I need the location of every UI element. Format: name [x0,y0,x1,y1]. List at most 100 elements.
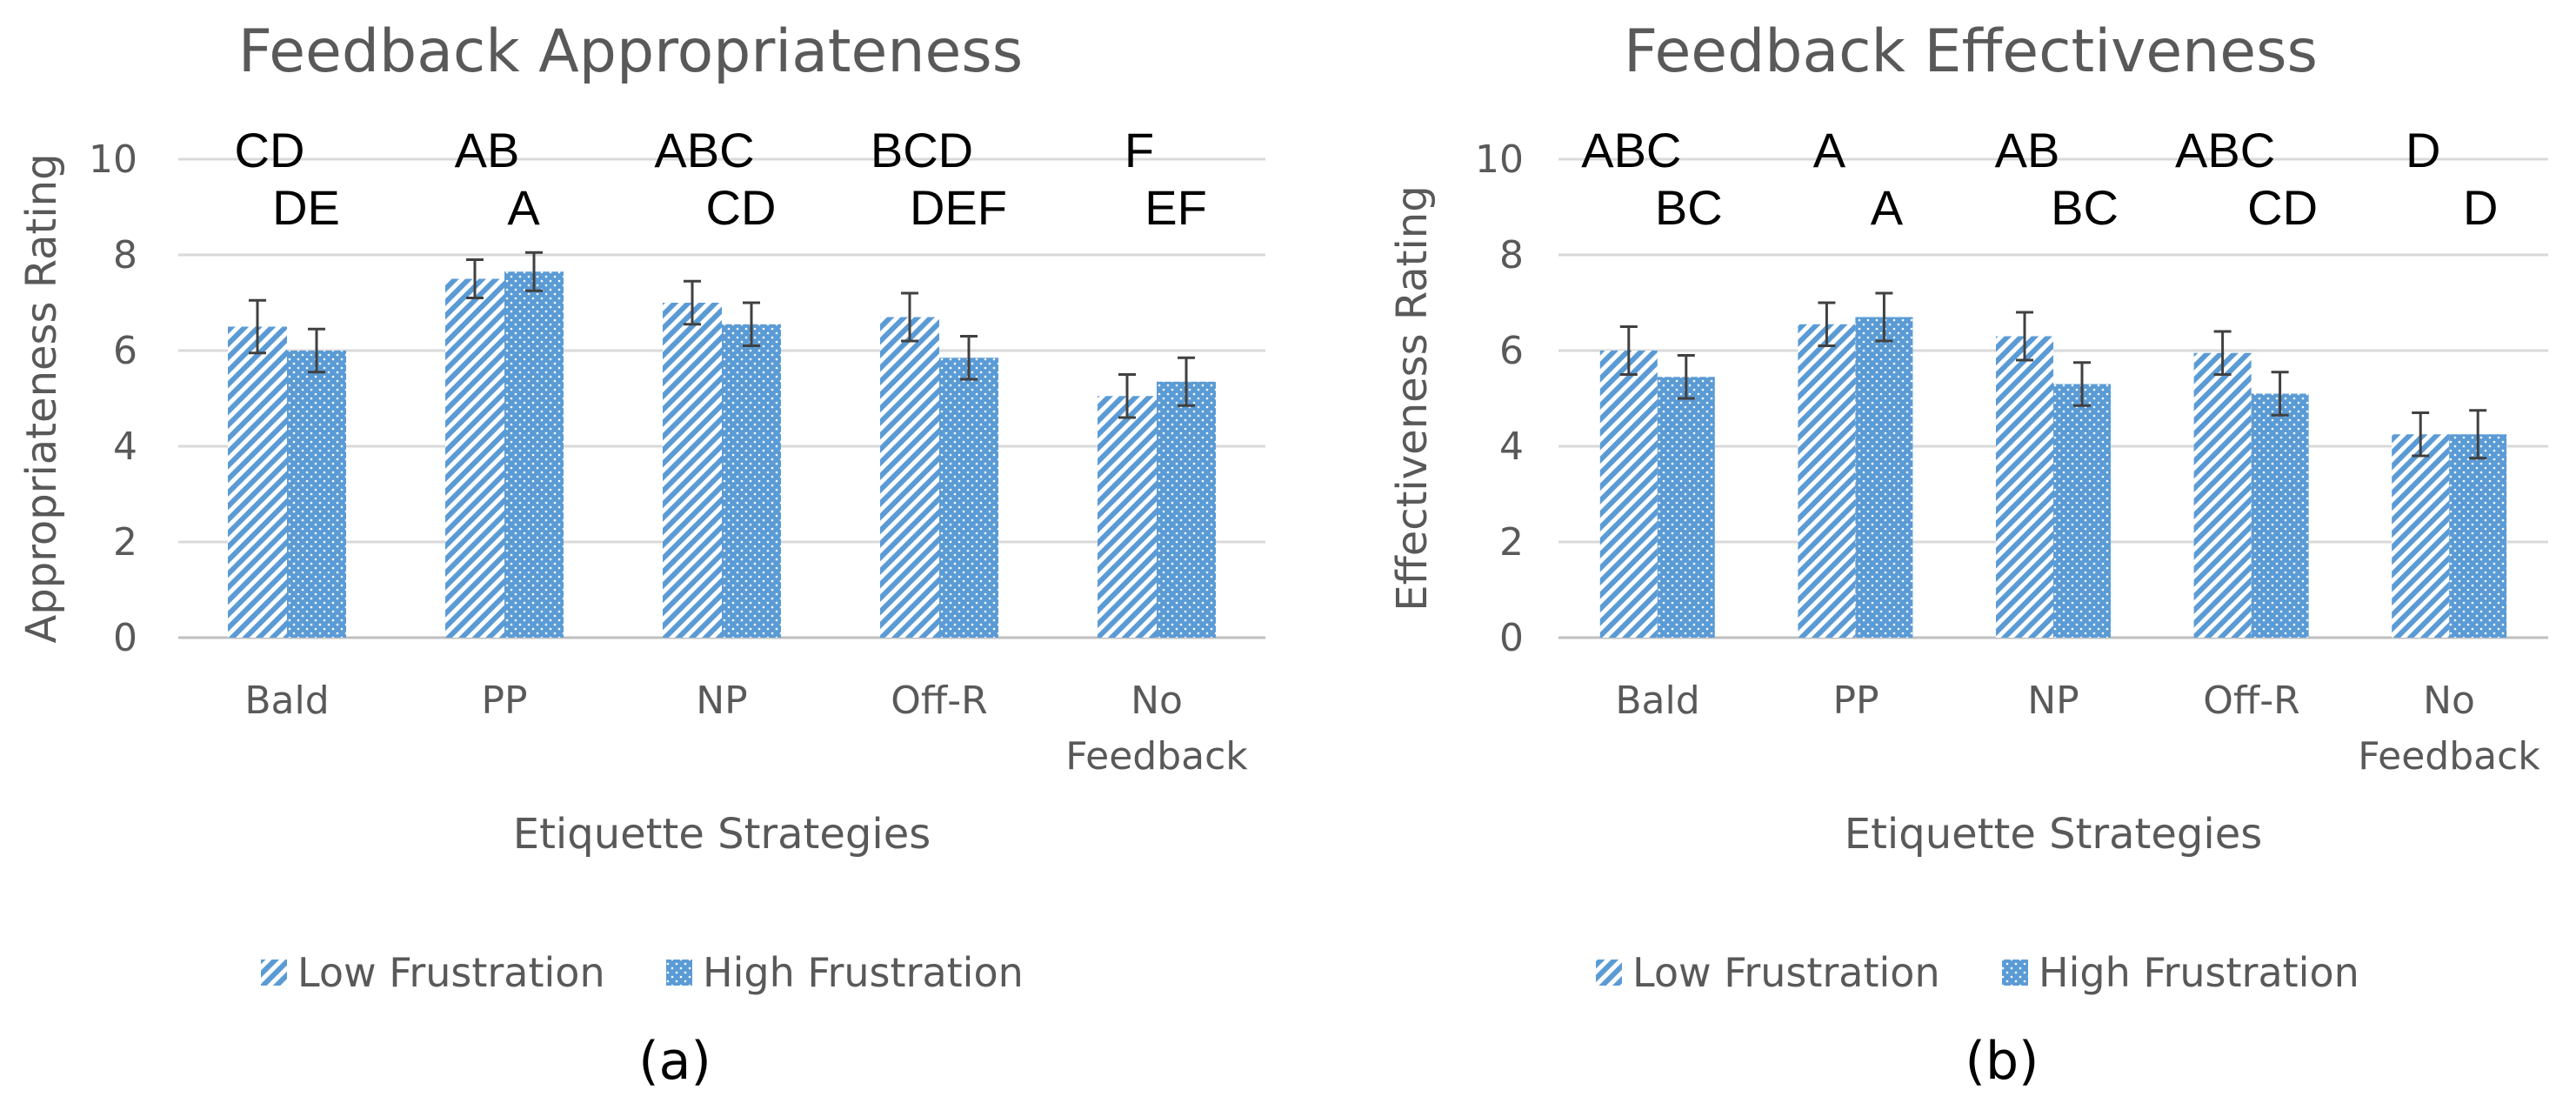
y-tick-a-2: 2 [113,520,137,565]
error-bar-a-high-3 [960,335,978,381]
sig-letters-a-high-2: CD [706,180,777,235]
error-bar-b-high-3 [2271,371,2289,417]
error-bar-b-high-4 [2469,409,2487,460]
sig-letters-a-high-4: EF [1145,180,1207,235]
sig-letters-a-low-4: F [1124,123,1154,177]
y-tick-b-4: 4 [1499,425,1524,469]
error-bar-a-low-4 [1118,373,1136,419]
bar-a-high-2 [722,324,781,638]
bar-b-low-0 [1599,351,1658,638]
sig-letters-b-low-2: AB [1995,123,2060,177]
x-axis-label-b: Etiquette Strategies [1845,810,2262,859]
y-tick-a-4: 4 [113,425,137,469]
sig-letters-b-high-0: BC [1655,180,1723,235]
x-tick-b-np: NP [2027,679,2079,723]
error-bar-a-low-0 [249,298,266,355]
legend-swatch-high-b [2002,960,2028,986]
y-tick-b-2: 2 [1499,520,1524,565]
bar-a-low-2 [663,303,722,638]
error-bar-a-high-1 [525,251,543,292]
x-tick-a-nofb-line2: Feedback [1065,734,1248,779]
legend-label-high-a: High Frustration [703,949,1024,996]
error-bar-a-high-0 [308,327,325,374]
y-tick-b-6: 6 [1499,329,1524,373]
error-bar-b-high-2 [2073,361,2091,407]
bar-b-high-3 [2251,393,2309,638]
error-bar-a-low-1 [466,258,484,299]
y-tick-b-8: 8 [1499,233,1524,278]
x-tick-b-nofb-line2: Feedback [2358,734,2540,779]
error-bar-a-low-2 [684,279,701,326]
sig-letters-b-low-3: ABC [2175,123,2275,177]
y-axis-label-b: Effectiveness Rating [1388,185,1437,611]
y-tick-a-10: 10 [89,137,137,182]
bar-b-low-4 [2392,434,2450,638]
x-axis-label-a: Etiquette Strategies [513,810,931,859]
bar-b-high-0 [1657,377,1715,638]
legend-b: Low Frustration High Frustration [1596,949,2359,996]
bar-a-high-3 [939,358,998,638]
sig-letters-b-low-1: A [1813,123,1846,177]
x-tick-a-nofb-line1: No [1131,679,1183,723]
x-tick-a-np: NP [696,679,747,723]
error-bar-b-high-0 [1677,354,1695,400]
sig-letters-b-low-0: ABC [1581,123,1681,177]
bar-b-high-2 [2053,384,2111,638]
chart-panel-b: Feedback Effectiveness 10 8 6 4 2 0 Effe… [1388,17,2548,1092]
x-tick-a-pp: PP [481,679,527,723]
sig-letters-a-high-1: A [507,180,540,235]
sig-letters-a-low-0: CD [235,123,305,177]
legend-swatch-high-a [666,960,692,986]
bar-b-low-3 [2193,352,2252,638]
bar-b-high-1 [1855,317,1913,638]
bar-a-low-4 [1098,396,1157,638]
error-bar-b-low-2 [2016,311,2033,362]
y-tick-a-8: 8 [113,233,137,278]
error-bar-b-low-3 [2213,330,2232,376]
sig-letters-b-high-4: D [2463,180,2498,235]
sig-letters-b-high-1: A [1871,180,1904,235]
chart-title-b: Feedback Effectiveness [1624,17,2318,86]
x-tick-a-offr: Off-R [891,679,987,723]
caption-a: (a) [638,1031,711,1092]
x-tick-b-nofb-line1: No [2423,679,2475,723]
error-bar-a-high-2 [743,301,760,347]
legend-label-low-a: Low Frustration [297,949,605,996]
legend-swatch-low-b [1596,960,1622,986]
bar-b-high-4 [2449,434,2507,638]
x-tick-a-bald: Bald [244,679,329,723]
error-bar-b-low-4 [2412,411,2430,458]
bar-b-low-1 [1798,324,1856,638]
sig-letters-a-high-3: DEF [910,180,1007,235]
error-bar-a-low-3 [901,291,918,343]
sig-letters-b-high-3: CD [2247,180,2318,235]
chart-panel-a: Feedback Appropriateness 10 8 6 4 2 0 Ap… [17,17,1265,1092]
caption-b: (b) [1965,1031,2039,1092]
bar-a-low-3 [880,317,939,638]
bar-a-low-1 [445,278,504,638]
legend-label-high-b: High Frustration [2039,949,2359,996]
x-tick-b-pp: PP [1832,679,1879,723]
bar-b-low-2 [1996,336,2053,638]
legend-label-low-b: Low Frustration [1632,949,1940,996]
chart-title-a: Feedback Appropriateness [238,17,1023,86]
sig-letters-b-low-4: D [2406,123,2440,177]
legend-a: Low Frustration High Frustration [261,949,1024,996]
y-tick-a-6: 6 [113,329,137,373]
x-tick-b-bald: Bald [1615,679,1699,723]
error-bar-b-low-1 [1818,301,1836,347]
sig-letters-a-low-2: ABC [654,123,754,177]
bar-a-high-1 [504,271,564,638]
y-tick-b-10: 10 [1475,137,1524,182]
sig-letters-b-high-2: BC [2051,180,2119,235]
sig-letters-a-low-1: AB [455,123,520,177]
bar-a-high-0 [287,351,346,638]
error-bar-a-high-4 [1178,356,1195,407]
bar-a-high-4 [1157,381,1216,638]
sig-letters-a-high-0: DE [272,180,340,235]
sig-letters-a-low-3: BCD [871,123,973,177]
x-tick-b-offr: Off-R [2203,679,2299,723]
